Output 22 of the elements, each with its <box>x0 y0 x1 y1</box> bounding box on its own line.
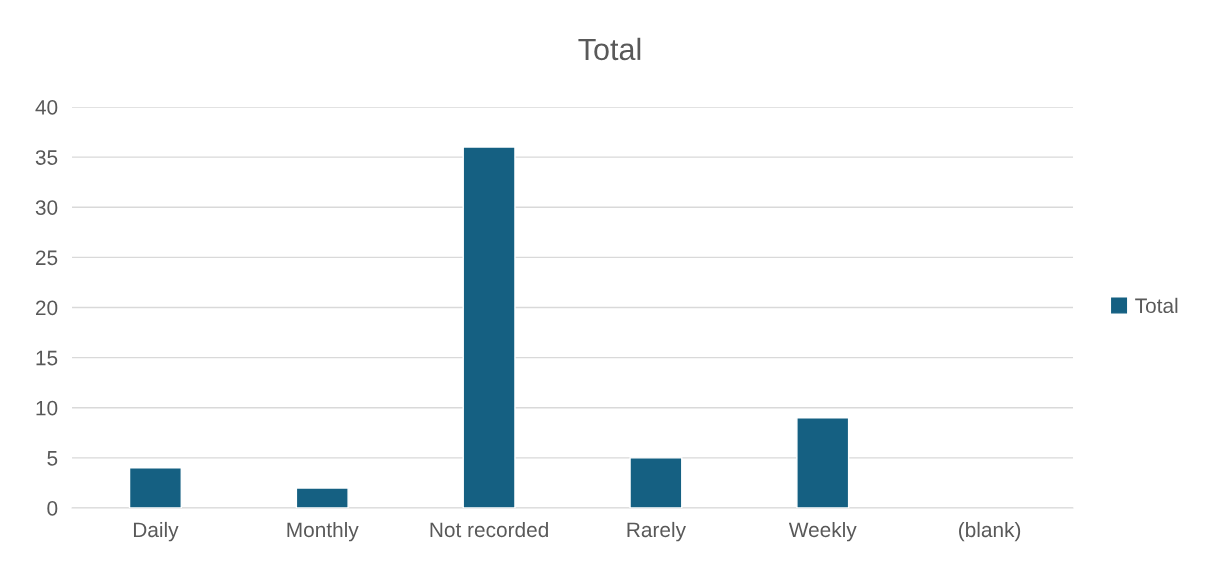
bar <box>796 417 850 508</box>
y-tick-label: 5 <box>47 451 58 466</box>
bar <box>629 457 683 508</box>
y-tick-label: 25 <box>35 250 58 266</box>
chart-title: Total <box>578 37 641 61</box>
bar <box>128 467 182 508</box>
bar <box>462 146 516 508</box>
bar <box>295 487 349 508</box>
y-tick-label: 10 <box>36 400 58 416</box>
y-tick-label: 0 <box>47 501 58 516</box>
y-tick-label: 20 <box>35 300 58 316</box>
x-tick-label: Daily <box>133 521 179 542</box>
y-tick-label: 35 <box>35 150 58 165</box>
y-tick-label: 40 <box>35 100 58 115</box>
legend-label: Total <box>1135 297 1178 314</box>
x-tick-label: Weekly <box>788 521 857 542</box>
x-tick-label: (blank) <box>959 521 1021 542</box>
x-tick-label: Rarely <box>627 521 686 542</box>
y-tick-label: 15 <box>36 350 58 366</box>
y-tick-label: 30 <box>35 200 58 215</box>
x-tick-label: Not recorded <box>430 521 548 538</box>
x-tick-label: Monthly <box>287 521 359 542</box>
